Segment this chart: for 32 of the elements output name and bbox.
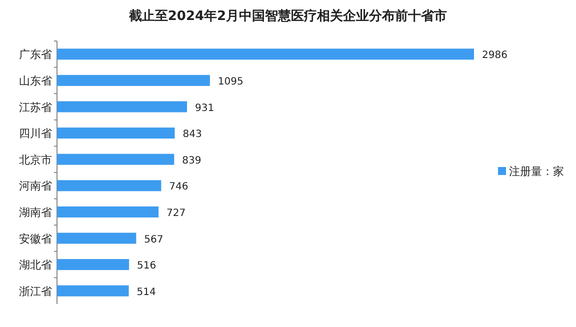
y-tick-label: 江苏省: [19, 100, 52, 114]
bar: [57, 101, 188, 112]
y-tick-label: 四川省: [19, 127, 52, 140]
y-tick-label: 浙江省: [19, 284, 52, 298]
data-label: 567: [144, 234, 164, 246]
bar: [57, 259, 130, 270]
y-tick-label: 湖北省: [19, 258, 52, 272]
data-label: 514: [136, 286, 156, 298]
bar: [57, 74, 210, 86]
bar: [57, 48, 474, 60]
bar: [57, 206, 159, 218]
chart-title: 截止至2024年2月中国智慧医疗相关企业分布前十省市: [128, 8, 448, 24]
data-label: 931: [195, 102, 214, 114]
data-label: 843: [182, 129, 202, 140]
y-tick-label: 安徽省: [19, 232, 52, 246]
y-tick-label: 河南省: [19, 180, 52, 193]
bar: [57, 154, 174, 165]
data-label: 1095: [218, 76, 244, 88]
legend-label: 注册量：家: [509, 165, 564, 178]
bar: [57, 285, 129, 296]
bar: [57, 232, 136, 244]
bar: [57, 180, 162, 192]
y-tick-label: 山东省: [19, 74, 52, 88]
data-label: 2986: [482, 50, 508, 62]
bar: [57, 128, 175, 139]
y-tick-label: 北京市: [19, 153, 52, 166]
y-tick-label: 广东省: [19, 48, 52, 62]
data-label: 727: [166, 208, 186, 219]
data-label: 746: [169, 182, 188, 193]
data-label: 516: [137, 260, 156, 272]
data-label: 839: [182, 155, 202, 166]
y-tick-label: 湖南省: [19, 206, 52, 219]
